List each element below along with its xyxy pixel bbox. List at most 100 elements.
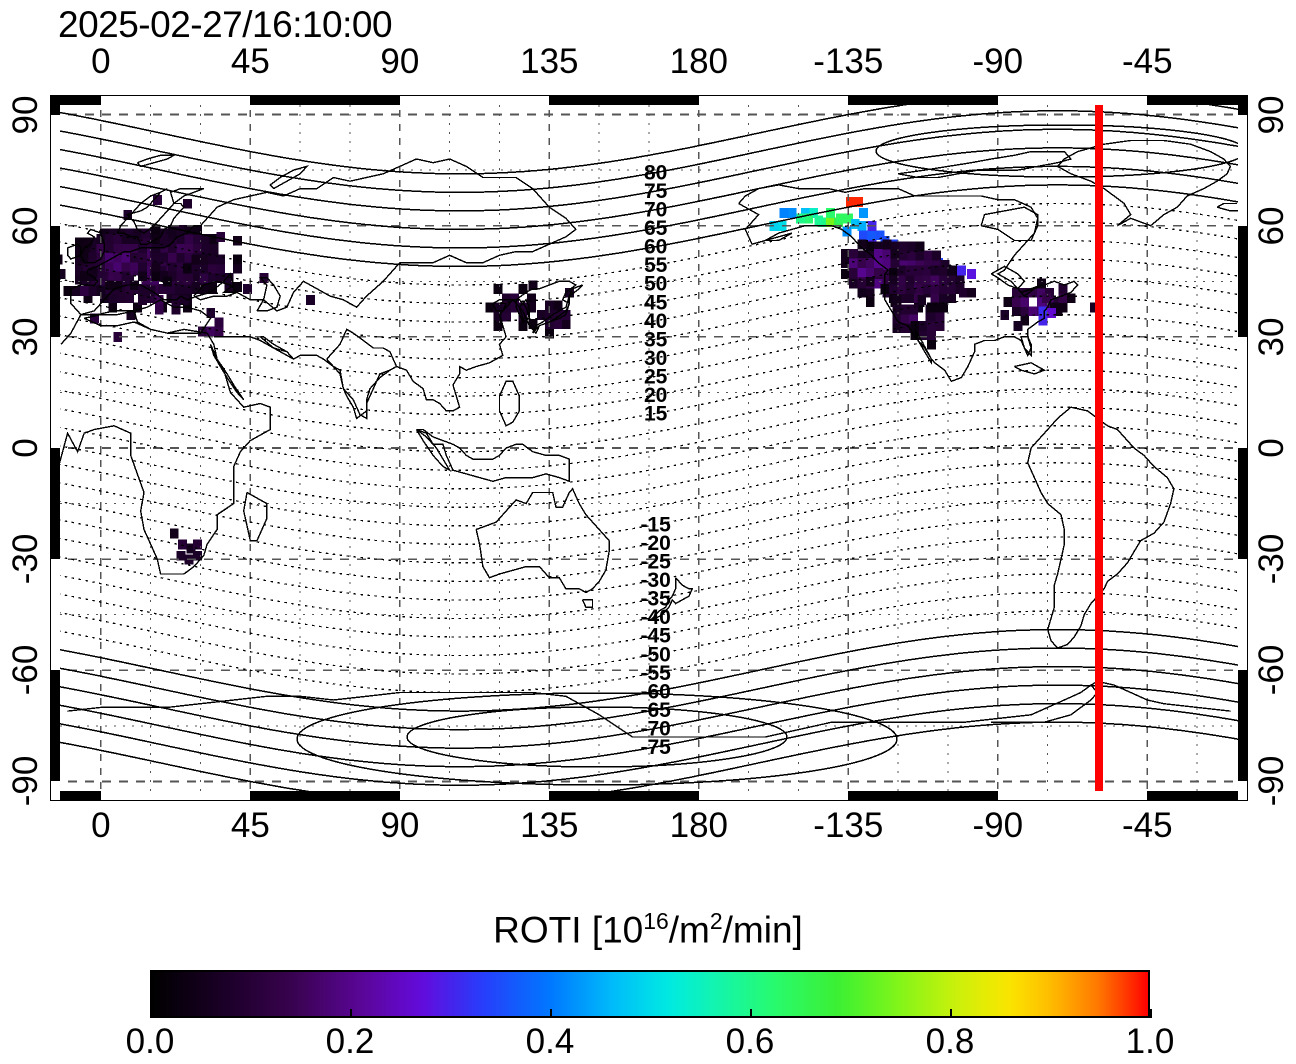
roti-cell	[183, 284, 192, 294]
roti-cell	[1058, 284, 1068, 294]
roti-cell	[874, 267, 883, 278]
maglat-label-25: 25	[644, 365, 668, 388]
roti-cell	[510, 293, 520, 304]
colorbar-tick-3	[750, 1009, 752, 1018]
roti-cell	[526, 302, 536, 313]
colorbar-tick-4	[950, 1009, 952, 1018]
frame-band-segment	[51, 559, 60, 671]
roti-cell	[166, 284, 176, 294]
coastline-novaya	[269, 165, 309, 190]
coastline-europe	[70, 158, 577, 316]
roti-cell	[518, 284, 528, 294]
roti-cell	[184, 243, 194, 254]
roti-cell	[216, 232, 226, 243]
colorbar-gradient[interactable]	[150, 970, 1150, 1018]
roti-cell	[121, 271, 131, 281]
roti-cell	[198, 326, 207, 337]
roti-cell	[126, 309, 136, 320]
roti-cell	[113, 271, 123, 281]
roti-cell	[932, 250, 942, 261]
frame-band-segment	[1238, 225, 1247, 337]
roti-cell	[191, 263, 201, 274]
roti-cell	[176, 252, 186, 263]
maglat-label-70: 70	[644, 199, 667, 222]
roti-cell	[501, 311, 511, 322]
frame-band-segment	[698, 791, 849, 800]
colorbar-tick-label-1: 0.2	[325, 1022, 375, 1061]
roti-cell	[915, 250, 925, 261]
colorbar-wrapper[interactable]	[150, 970, 1152, 1018]
maglat-antarctic-oval-0	[296, 692, 898, 786]
frame-band-right	[1238, 96, 1247, 800]
roti-cell	[922, 284, 932, 294]
maglat-contour--35	[51, 536, 1247, 620]
roti-cell	[889, 265, 898, 276]
coastline-britain	[80, 228, 105, 264]
roti-cell	[124, 293, 134, 304]
frame-band-segment	[250, 791, 400, 800]
roti-cell	[113, 280, 123, 291]
roti-cell	[154, 304, 164, 315]
frame-band-segment	[51, 791, 101, 800]
roti-cell	[151, 261, 161, 272]
frame-band-segment	[100, 96, 251, 105]
roti-cell	[835, 213, 845, 224]
roti-cell	[874, 248, 883, 259]
roti-cell	[199, 284, 209, 294]
frame-band-bottom	[51, 791, 1247, 800]
roti-cell	[536, 309, 546, 320]
roti-cell	[923, 250, 933, 261]
roti-cell	[141, 237, 151, 248]
roti-cell	[865, 287, 875, 298]
coastline-namerica_west	[738, 184, 1079, 383]
maglat-label-65: 65	[644, 217, 668, 240]
roti-cell	[844, 213, 854, 224]
roti-cell	[83, 293, 93, 304]
y-tick-right-6: -90	[1252, 756, 1291, 807]
maglat-contour-80	[51, 110, 1247, 194]
roti-cell	[1036, 278, 1046, 289]
coastline-cuba	[1014, 362, 1046, 375]
maglat-label--75: -75	[640, 736, 671, 759]
coastline-indonesia	[416, 428, 570, 483]
y-tick-left-0: 90	[6, 95, 45, 134]
roti-cell	[889, 274, 898, 285]
roti-cell	[545, 328, 555, 339]
y-tick-right-1: 60	[1252, 206, 1291, 246]
roti-cell	[913, 274, 923, 285]
maglat-contour--5	[51, 425, 1247, 508]
frame-band-segment	[51, 96, 60, 115]
roti-cell	[96, 271, 106, 281]
roti-cell	[528, 319, 538, 330]
map-plot-area[interactable]: 80 75 70 65 60 55 50 45 40 35 30 25 20 15 -15 -20 -25 -30…	[50, 95, 1248, 801]
maglat-contour--40	[51, 554, 1247, 638]
roti-cell	[882, 258, 892, 268]
roti-cell	[825, 217, 835, 228]
roti-cell	[910, 330, 920, 341]
colorbar-tick-label-0: 0.0	[125, 1022, 175, 1061]
coastline-svalbard	[136, 154, 177, 168]
frame-band-segment	[51, 670, 60, 782]
roti-cell	[930, 284, 940, 294]
x-tick-bottom-0: 0	[91, 806, 111, 845]
colorbar-title-end: /min]	[722, 909, 803, 951]
x-tick-bottom-1: 45	[230, 806, 270, 845]
roti-cell	[874, 241, 883, 252]
roti-cell	[71, 285, 81, 296]
roti-cell	[207, 254, 217, 265]
colorbar-title-main: ROTI [10	[493, 909, 644, 951]
y-tick-left-1: 60	[6, 206, 45, 246]
roti-cell	[305, 295, 315, 306]
maglat-label--70: -70	[640, 717, 670, 740]
maglat-label--25: -25	[640, 551, 671, 574]
roti-cell	[825, 208, 835, 218]
roti-cell	[1066, 293, 1076, 304]
roti-cell	[1046, 308, 1056, 318]
roti-cell	[104, 261, 114, 272]
frame-band-segment	[997, 791, 1148, 800]
roti-cell	[905, 265, 915, 276]
roti-cell	[206, 326, 216, 337]
coastline-tasmania	[581, 599, 594, 608]
frame-band-segment	[51, 225, 60, 337]
